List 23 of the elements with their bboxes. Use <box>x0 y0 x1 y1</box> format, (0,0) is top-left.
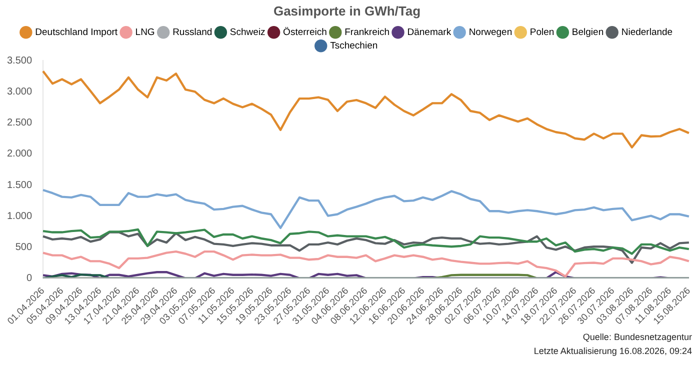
y-tick-label: 2.500 <box>6 118 32 129</box>
legend-label: Schweiz <box>230 26 266 38</box>
source-note: Quelle: Bundesnetzagentur <box>582 331 692 344</box>
text: Letzte Aktualisierung 16.08.2026, 09:24 <box>534 345 692 358</box>
legend-label: Deutschland Import <box>35 26 118 38</box>
legend-label: Österreich <box>283 26 327 38</box>
y-tick-label: 3.500 <box>6 55 32 66</box>
chart-title: Gasimporte in GWh/Tag <box>273 3 421 18</box>
y-tick-label: 500 <box>15 242 32 253</box>
y-tick-label: 2.000 <box>6 148 32 160</box>
legend-label: Polen <box>530 26 554 38</box>
y-tick-label: 1.500 <box>6 180 32 191</box>
legend-label: Belgien <box>572 26 604 38</box>
legend-label: Dänemark <box>407 26 452 38</box>
y-tick-label: 0 <box>26 273 32 284</box>
legend-label: LNG <box>135 26 155 38</box>
legend-label: Niederlande <box>621 26 673 38</box>
legend-label: Frankreich <box>344 26 390 38</box>
y-tick-label: 1.000 <box>6 210 32 222</box>
y-tick-label: 3.000 <box>6 86 32 98</box>
legend-label: Norwegen <box>468 26 512 38</box>
legend-label: Russland <box>172 26 212 38</box>
legend-label: Tschechien <box>330 40 378 52</box>
